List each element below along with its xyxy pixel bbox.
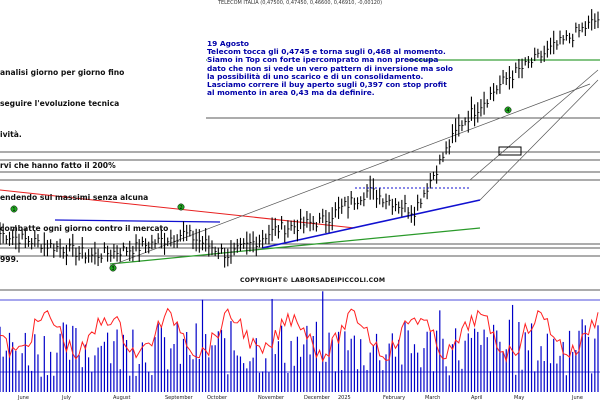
pivot-markers: 1 2 3 4 bbox=[10, 106, 512, 272]
x-axis-label: March bbox=[425, 395, 440, 400]
x-axis-label: August bbox=[113, 395, 131, 400]
oscillator-line bbox=[0, 307, 599, 363]
commentary-left-line: combatte ogni giorno contro il mercato bbox=[0, 223, 169, 233]
grey-trendline bbox=[479, 79, 599, 201]
grey-trendline bbox=[469, 69, 599, 181]
x-axis-label: June bbox=[571, 395, 583, 400]
price-bars bbox=[0, 9, 600, 268]
highlight-box bbox=[498, 146, 522, 156]
commentary-right-date: 19 Agosto bbox=[207, 39, 249, 48]
pivot-marker bbox=[177, 203, 185, 211]
x-axis: June July August September October November De… bbox=[17, 395, 583, 400]
x-axis-label: July bbox=[61, 395, 71, 400]
commentary-left-line: rvi che hanno fatto il 200% bbox=[0, 161, 116, 171]
x-axis-label: June bbox=[17, 395, 29, 400]
x-axis-label: December bbox=[304, 395, 331, 400]
x-axis-label: February bbox=[383, 395, 405, 400]
x-axis-label: September bbox=[165, 395, 194, 400]
pivot-marker bbox=[504, 106, 512, 114]
blue-trendline-short bbox=[54, 219, 221, 223]
green-trendline bbox=[109, 227, 481, 265]
commentary-right-line: Lasciamo correre il buy aperto sugli 0,3… bbox=[207, 80, 447, 90]
commentary-right-line: al momento in area 0,43 ma da definire. bbox=[207, 88, 375, 98]
copyright-label: COPYRIGHT© LABORSADEIPICCOLI.COM bbox=[240, 277, 386, 284]
commentary-left: analisi giorno per giorno fino seguire l… bbox=[0, 47, 206, 264]
chart-title: TELECOM ITALIA (0,47500, 0,47450, 0,4660… bbox=[217, 0, 383, 6]
pivot-marker-label: 3 bbox=[111, 266, 114, 272]
pivot-marker-label: 4 bbox=[506, 108, 509, 114]
commentary-right-line: Siamo in Top con forte ipercomprato ma n… bbox=[207, 55, 439, 65]
red-trendline bbox=[0, 189, 356, 229]
pivot-marker bbox=[109, 264, 117, 272]
commentary-right-line: la possibilità di uno scarico e di un co… bbox=[207, 71, 424, 81]
x-axis-label: October bbox=[207, 395, 228, 400]
commentary-right-line: dato che non si vede un vero pattern di … bbox=[207, 63, 454, 73]
commentary-left-line: 999. bbox=[0, 255, 19, 265]
pivot-marker bbox=[10, 205, 18, 213]
commentary-left-line: seguire l'evoluzione tecnica bbox=[0, 99, 120, 109]
commentary-left-line: ività. bbox=[0, 130, 22, 140]
x-axis-label: May bbox=[514, 395, 524, 400]
commentary-left-line: analisi giorno per giorno fino bbox=[0, 67, 125, 77]
pivot-marker-label: 2 bbox=[179, 205, 182, 211]
commentary-right: 19 Agosto Telecom tocca gli 0,4745 e tor… bbox=[207, 39, 454, 98]
x-axis-label: November bbox=[258, 395, 285, 400]
x-axis-label: 2025 bbox=[338, 395, 351, 400]
blue-trendline-long bbox=[261, 199, 481, 249]
x-axis-label: April bbox=[471, 395, 482, 400]
pivot-marker-label: 1 bbox=[12, 207, 15, 213]
commentary-right-line: Telecom tocca gli 0,4745 e torna sugli 0… bbox=[207, 47, 446, 57]
commentary-left-line: endendo sui massimi senza alcuna bbox=[0, 192, 149, 202]
volume-pane bbox=[0, 289, 600, 392]
